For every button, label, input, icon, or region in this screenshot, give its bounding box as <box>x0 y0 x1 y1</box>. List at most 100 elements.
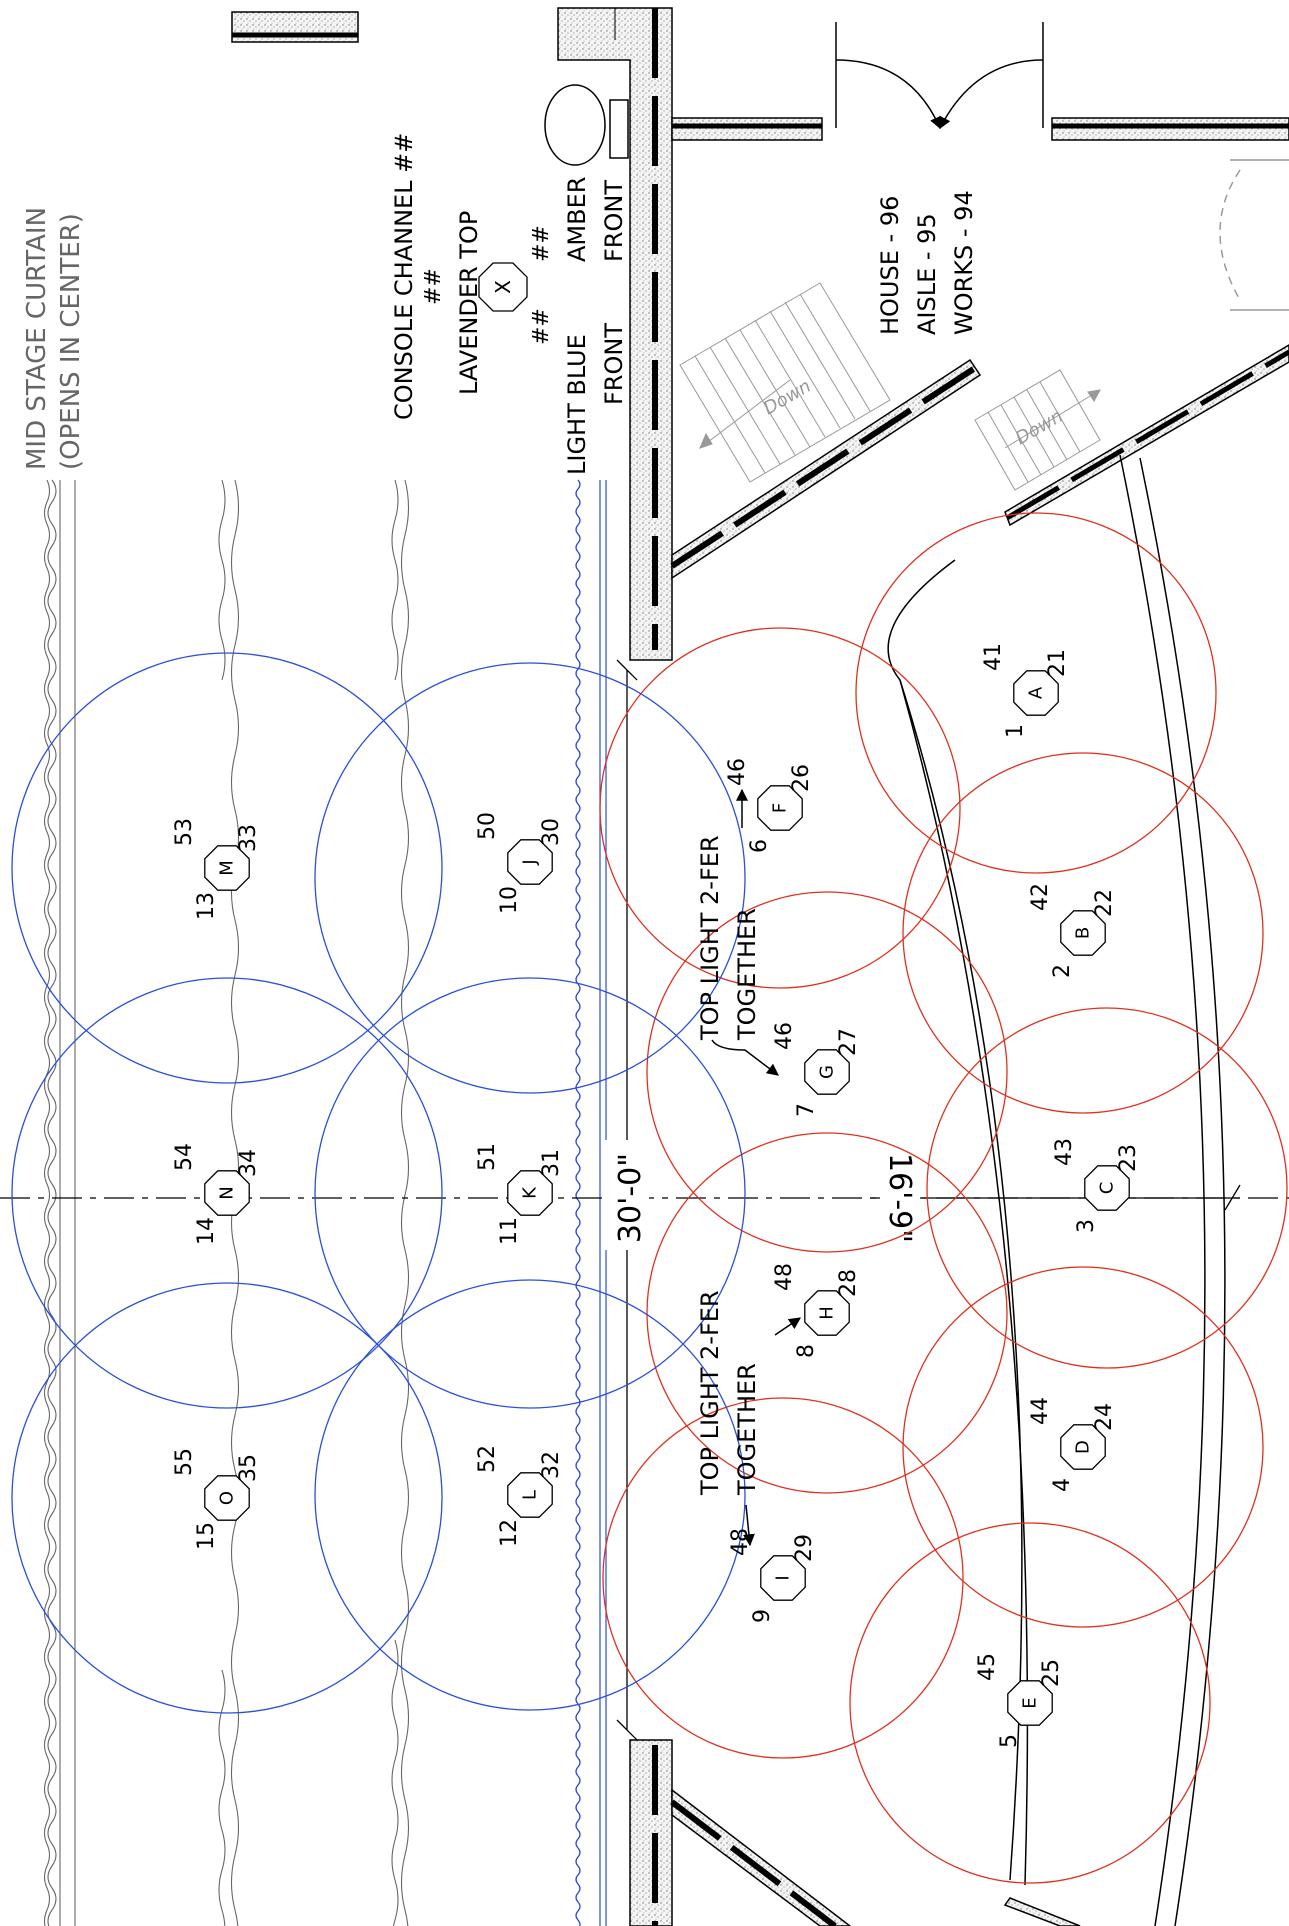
wall-upper-horizontal <box>671 117 823 141</box>
channel-top: 44 <box>1028 1397 1053 1425</box>
channel-top: 46 <box>772 1022 797 1050</box>
area-letter: A <box>1026 686 1047 699</box>
area-letter: N <box>217 1186 238 1199</box>
label-house: HOUSE - 96 <box>876 196 904 335</box>
channel-bottom: 25 <box>1039 1659 1064 1687</box>
area-o: O 55 15 35 <box>172 1448 261 1550</box>
channel-bottom: 35 <box>236 1454 261 1482</box>
channel-right: 15 <box>194 1522 219 1550</box>
instrument-octagon <box>804 1049 850 1095</box>
channel-bottom: 21 <box>1045 649 1070 677</box>
legend-front-left: FRONT <box>600 323 628 405</box>
channel-right: 13 <box>194 892 219 920</box>
channel-top: 42 <box>1028 883 1053 911</box>
area-l: L 52 12 32 <box>475 1445 564 1547</box>
channel-top: 53 <box>172 818 197 846</box>
area-n: N 54 14 34 <box>172 1143 261 1245</box>
focus-circle-c <box>926 1007 1288 1369</box>
channel-right: 8 <box>794 1344 819 1358</box>
legend-front-right: FRONT <box>600 180 628 262</box>
stairs-upper <box>679 282 1101 491</box>
curtain-label: MID STAGE CURTAIN <box>22 207 52 470</box>
channel-top: 55 <box>172 1448 197 1476</box>
focus-circle-i <box>602 1397 964 1759</box>
twofer-note-top: TOP LIGHT 2-FER TOGETHER <box>696 788 779 1076</box>
wall-proscenium-upper <box>557 7 673 661</box>
legend-letter: X <box>491 280 515 294</box>
channel-top: 45 <box>975 1653 1000 1681</box>
instrument-octagon <box>204 845 250 891</box>
label-curtain: MID STAGE CURTAIN (OPENS IN CENTER) <box>22 207 86 470</box>
area-letter: F <box>770 803 791 813</box>
area-letter: M <box>217 860 238 876</box>
area-letter: B <box>1073 927 1094 939</box>
channel-right: 12 <box>497 1519 522 1547</box>
twofer-bottom-label-2: TOGETHER <box>733 1363 761 1496</box>
area-letter: G <box>817 1065 838 1079</box>
focus-circle-k <box>314 977 746 1409</box>
channel-top: 52 <box>475 1445 500 1473</box>
dimension-16-label: 16'-9" <box>882 1153 917 1243</box>
focus-circle-d <box>902 1266 1264 1628</box>
channel-top: 46 <box>725 758 750 786</box>
area-a: A 41 1 21 <box>981 643 1070 738</box>
channel-right: 6 <box>747 839 772 853</box>
instrument-octagon <box>1013 670 1059 716</box>
legend-top-number: ## <box>421 268 446 305</box>
area-letter: J <box>520 859 541 865</box>
channel-top: 50 <box>475 812 500 840</box>
channel-bottom: 32 <box>539 1451 564 1479</box>
wall-diagonal-lower <box>671 1788 852 1926</box>
twofer-note-bottom: TOP LIGHT 2-FER TOGETHER <box>696 1290 801 1547</box>
worklight-labels: HOUSE - 96 AISLE - 95 WORKS - 94 <box>876 190 978 335</box>
focus-circle-j <box>314 662 746 1094</box>
area-letter: K <box>520 1186 541 1199</box>
channel-right: 11 <box>497 1217 522 1245</box>
focus-circle-g <box>646 891 1008 1253</box>
channel-top: 54 <box>172 1143 197 1171</box>
channel-top: 41 <box>981 643 1006 671</box>
channel-bottom: 34 <box>236 1149 261 1177</box>
instrument-octagon <box>507 1170 553 1216</box>
area-letter: I <box>773 1575 794 1580</box>
legend-amber: AMBER <box>563 177 591 262</box>
focus-circle-b <box>902 752 1264 1114</box>
area-c: C 43 3 23 <box>1052 1138 1141 1233</box>
walls <box>231 7 1289 1926</box>
twofer-top-label-2: TOGETHER <box>733 908 761 1041</box>
area-j: J 50 10 30 <box>475 812 564 914</box>
legend-lavender-top: LAVENDER TOP <box>455 211 483 395</box>
area-letter: H <box>817 1306 838 1320</box>
area-letter: O <box>217 1491 238 1505</box>
instrument-octagon <box>204 1170 250 1216</box>
area-letter: C <box>1097 1182 1118 1195</box>
channel-bottom: 29 <box>792 1534 817 1562</box>
focus-circle-m <box>11 652 443 1084</box>
blue-curtain <box>575 479 607 1926</box>
dim-30-mask <box>605 1140 649 1250</box>
area-letter: D <box>1073 1440 1094 1454</box>
legend-left-number: ## <box>529 308 554 345</box>
stage-edge <box>887 454 1226 1926</box>
instrument-octagon <box>204 1475 250 1521</box>
instrument-octagon <box>1060 910 1106 956</box>
curtains <box>43 479 581 1926</box>
mid-stage-curtain-wave <box>47 479 57 1926</box>
instrument-octagon <box>507 1472 553 1518</box>
instrument-octagon <box>760 1555 806 1601</box>
focus-circle-e <box>849 1522 1211 1884</box>
curtain-note: (OPENS IN CENTER) <box>56 213 86 470</box>
instrument-octagon <box>1007 1680 1053 1726</box>
channel-right: 7 <box>794 1103 819 1117</box>
channel-right: 4 <box>1050 1478 1075 1492</box>
channel-bottom: 33 <box>236 824 261 852</box>
channel-right: 2 <box>1050 964 1075 978</box>
twofer-top-label: TOP LIGHT 2-FER <box>696 835 724 1041</box>
channel-bottom: 31 <box>539 1149 564 1177</box>
focus-circle-h <box>646 1132 1008 1494</box>
area-h: H 48 8 28 <box>772 1263 861 1358</box>
border-curtain-wave-2 <box>391 479 410 1926</box>
